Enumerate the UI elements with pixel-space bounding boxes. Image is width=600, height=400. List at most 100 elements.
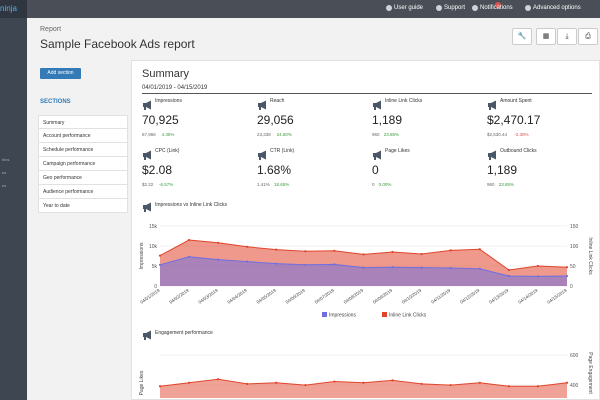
inline-link-clicks-point[interactable] [158,254,162,257]
section-item-audience-performance[interactable]: Audience performance [38,185,128,199]
page-engagement-point[interactable] [362,381,365,384]
kpi-value: 29,056 [257,113,294,127]
impressions-point[interactable] [391,266,394,269]
inline-link-clicks-point[interactable] [304,250,307,253]
impressions-point[interactable] [275,262,278,265]
kpi-value: 70,925 [142,113,179,127]
impressions-point[interactable] [246,260,249,263]
impressions-point[interactable] [478,267,481,270]
page-engagement-point[interactable] [420,382,423,385]
impressions-point[interactable] [449,266,452,270]
summary-title: Summary [142,68,190,80]
page-engagement-point[interactable] [187,381,191,384]
x-tick-label: 04/06/2019 [285,287,307,304]
wrench-icon: 🔧 [517,33,527,40]
impressions-point[interactable] [565,274,569,278]
section-item-geo-performance[interactable]: Geo performance [38,171,128,185]
page-engagement-point[interactable] [478,381,481,384]
section-item-account-performance[interactable]: Account performance [38,129,128,143]
page-engagement-point[interactable] [565,381,569,384]
page-engagement-point[interactable] [507,385,510,388]
chart-title: Engagement performance [155,330,213,336]
page-engagement-point[interactable] [275,381,278,384]
impressions-point[interactable] [217,258,220,261]
inline-link-clicks-point[interactable] [362,253,365,256]
kpi-change: 18.65% [274,182,290,187]
inline-link-clicks-point[interactable] [187,238,191,242]
app-logo[interactable]: ninja [0,0,27,18]
impressions-point[interactable] [536,275,540,278]
kpi-tile[interactable]: CTR (Link) 1.68% 1.41% 18.65% [257,148,367,194]
inline-link-clicks-point[interactable] [565,266,569,269]
report-canvas: Summary 04/01/2019 - 04/15/2019 Impressi… [131,60,600,400]
kpi-value: 1,189 [487,163,518,177]
page-engagement-point[interactable] [304,383,307,387]
page-engagement-point[interactable] [449,383,452,387]
section-item-year-to-date[interactable]: Year to date [38,199,128,213]
advanced-options-link[interactable]: Advanced options [525,5,581,11]
impressions-point[interactable] [187,255,191,258]
kpi-tile[interactable]: Reach 29,056 23,338 24.50% [257,98,367,144]
page-engagement-point[interactable] [536,385,540,388]
support-link[interactable]: Support [436,5,465,11]
inline-link-clicks-point[interactable] [478,248,481,251]
date-range-button[interactable]: ▦ [536,28,556,45]
megaphone-icon [143,202,151,212]
page-engagement-point[interactable] [391,379,394,382]
page-engagement-point[interactable] [246,382,249,385]
left-nav-item[interactable]: es [2,183,7,188]
left-nav-item[interactable]: trics [2,157,10,162]
y-tick-label: 10k [149,244,158,250]
kpi-previous: 1.41% [257,182,270,187]
impressions-point[interactable] [333,263,336,266]
section-item-summary[interactable]: Summary [38,115,128,129]
page-engagement-point[interactable] [217,378,220,381]
kpi-tile[interactable]: Page Likes 0 0 0.00% [372,148,482,194]
kpi-change: -2.38% [514,132,529,137]
kpi-previous: 0 [372,182,375,187]
kpi-tile[interactable]: Impressions 70,925 67,966 4.35% [142,98,252,144]
impressions-point[interactable] [507,274,510,278]
add-section-button[interactable]: Add section [40,68,81,79]
x-tick-label: 04/12/2019 [459,287,481,304]
kpi-label: Impressions [155,98,182,104]
kpi-previous: 960 [372,132,380,137]
page-engagement-point[interactable] [333,380,336,383]
legend-label[interactable]: Inline Link Clicks [389,313,427,319]
breadcrumb[interactable]: Report [40,26,62,33]
inline-link-clicks-point[interactable] [536,264,540,268]
legend-label[interactable]: Impressions [329,313,356,319]
download-button[interactable]: ⤓ [557,28,577,45]
kpi-tile[interactable]: Inline Link Clicks 1,189 960 23.85% [372,98,482,144]
section-item-schedule-performance[interactable]: Schedule performance [38,143,128,157]
inline-link-clicks-point[interactable] [333,249,336,252]
inline-link-clicks-point[interactable] [449,249,452,252]
kpi-tile[interactable]: Amount Spent $2,470.17 $2,530.44 -2.38% [487,98,597,144]
notifications-link[interactable]: Notifications [472,5,513,11]
kpi-tile[interactable]: Outbound Clicks 1,189 960 23.85% [487,148,597,194]
impressions-point[interactable] [420,266,423,269]
megaphone-icon [143,330,151,340]
kpi-value: $2.08 [142,163,173,177]
impressions-point[interactable] [362,266,365,269]
inline-link-clicks-point[interactable] [275,248,278,251]
user-guide-link[interactable]: User guide [386,5,423,11]
settings-button[interactable]: 🔧 [512,28,532,45]
page-engagement-point[interactable] [158,385,162,388]
printer-icon: ⎙ [585,33,591,40]
impressions-point[interactable] [304,263,307,266]
print-button[interactable]: ⎙ [578,28,598,45]
y-axis-label: Page Likes [139,370,145,395]
left-nav-item[interactable]: es [2,170,7,175]
inline-link-clicks-point[interactable] [420,252,423,256]
kpi-tile[interactable]: CPC (Link) $2.08 $2.22 -6.57% [142,148,252,194]
inline-link-clicks-point[interactable] [507,268,510,272]
kpi-change: 23.85% [383,132,400,137]
y-tick-label: 0 [154,284,157,290]
impressions-point[interactable] [158,263,162,266]
inline-link-clicks-point[interactable] [391,250,394,254]
kpi-previous: 23,338 [257,132,271,137]
inline-link-clicks-point[interactable] [246,245,249,248]
section-item-campaign-performance[interactable]: Campaign performance [38,157,128,171]
inline-link-clicks-point[interactable] [217,241,220,244]
